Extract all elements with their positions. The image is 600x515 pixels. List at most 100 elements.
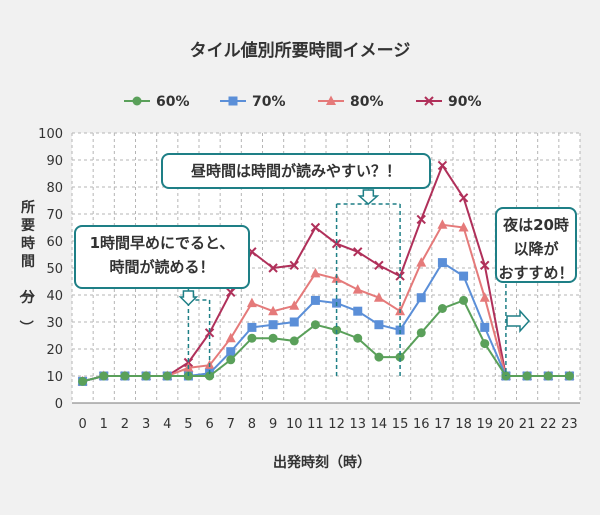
x-marker-stroke [416,214,426,225]
callout-daytime: 昼時間は時間が読みやすい？！ [161,153,431,376]
x-tick-label: 1 [100,417,108,432]
legend-marker [326,95,336,105]
callout-text: 昼時間は時間が読みやすい？！ [191,162,401,180]
y-tick-label: 0 [55,397,63,412]
x-tick-label: 5 [184,417,192,432]
annotations: 1時間早めにでると、時間が読める！ 昼時間は時間が読みやすい？！ 夜は20時以降がお… [74,153,577,376]
data-point [268,263,278,273]
data-point [204,328,215,338]
data-point [247,322,257,332]
data-point [353,306,363,316]
data-point [522,371,532,381]
x-tick-label: 15 [392,417,409,432]
data-point [99,371,109,381]
data-point [162,371,172,381]
x-tick-label: 9 [269,417,277,432]
data-point [437,258,447,268]
data-point [459,295,469,305]
y-axis-label-char: 間 [21,254,35,270]
legend-label: 80% [350,94,384,110]
data-point [437,304,447,313]
y-tick-label: 20 [46,343,63,358]
data-point [78,376,88,386]
x-marker-stroke [374,260,384,271]
y-axis-label-char: 要 [21,218,35,234]
y-axis-label-char: ） [17,320,33,334]
legend-label: 60% [156,94,190,110]
data-point [310,295,320,305]
y-tick-label: 90 [46,154,63,169]
callout-box [74,225,250,289]
x-tick-label: 13 [349,417,366,432]
data-point [459,271,469,281]
x-tick-label: 17 [434,417,451,432]
data-point [310,222,321,233]
y-tick-label: 60 [46,235,63,250]
data-point [331,273,342,283]
y-axis-label-char: 分 [21,290,35,306]
data-point [480,322,490,332]
legend-marker [132,96,142,106]
y-tick-label: 70 [46,208,63,223]
data-point [458,222,469,232]
x-tick-label: 2 [121,417,129,432]
data-point [268,320,278,330]
y-axis-label-char: 所 [21,199,35,216]
data-point [246,297,257,308]
data-point [289,336,299,346]
data-point [289,260,299,271]
callout-text: 夜は20時 [502,216,569,234]
legend-item: 90% [416,94,482,110]
x-marker-stroke [268,263,278,273]
x-marker-stroke [310,222,321,233]
legend: 60% 70% 80% 90% [124,94,482,110]
data-point [205,371,215,381]
y-axis-label-char: （ [17,284,33,298]
x-marker-stroke [204,328,215,338]
data-point [247,333,257,343]
x-tick-label: 12 [328,417,345,432]
data-point [373,292,384,302]
x-tick-label: 3 [142,417,150,432]
x-tick-label: 23 [561,417,578,432]
legend-marker [424,96,434,106]
data-point [226,347,236,357]
x-tick-label: 6 [205,417,213,432]
x-marker-stroke [353,247,363,257]
data-point [225,332,236,343]
data-point [374,260,384,271]
data-point [374,320,384,330]
x-marker-stroke [480,260,490,271]
x-tick-label: 14 [371,417,388,432]
callout-box [161,153,431,189]
data-point [480,260,490,271]
data-point [352,284,363,294]
data-point [374,352,384,362]
x-marker-stroke [424,96,434,106]
y-axis-label: 所要時間 （分 ） [17,199,35,334]
y-axis-ticks: 0 10 20 30 40 50 60 70 80 90 100 [38,127,63,412]
data-point [268,305,279,316]
data-point [268,333,278,343]
legend-label: 90% [448,94,482,110]
legend-marker [228,96,238,106]
data-point [331,238,342,249]
x-marker-stroke [226,287,236,298]
x-tick-label: 8 [248,417,256,432]
data-point [416,293,426,303]
data-point [120,371,130,381]
data-point [416,328,426,338]
x-tick-label: 16 [413,417,430,432]
x-tick-label: 7 [227,417,235,432]
callout-arrow [506,309,531,333]
x-tick-label: 20 [498,417,515,432]
legend-item: 60% [124,94,190,110]
callout-arrow [357,189,380,206]
data-point [437,219,448,229]
data-point [310,267,321,278]
data-point [564,371,574,381]
y-tick-label: 30 [46,316,63,331]
callout-text: 1時間早めにでると、 [90,234,235,252]
